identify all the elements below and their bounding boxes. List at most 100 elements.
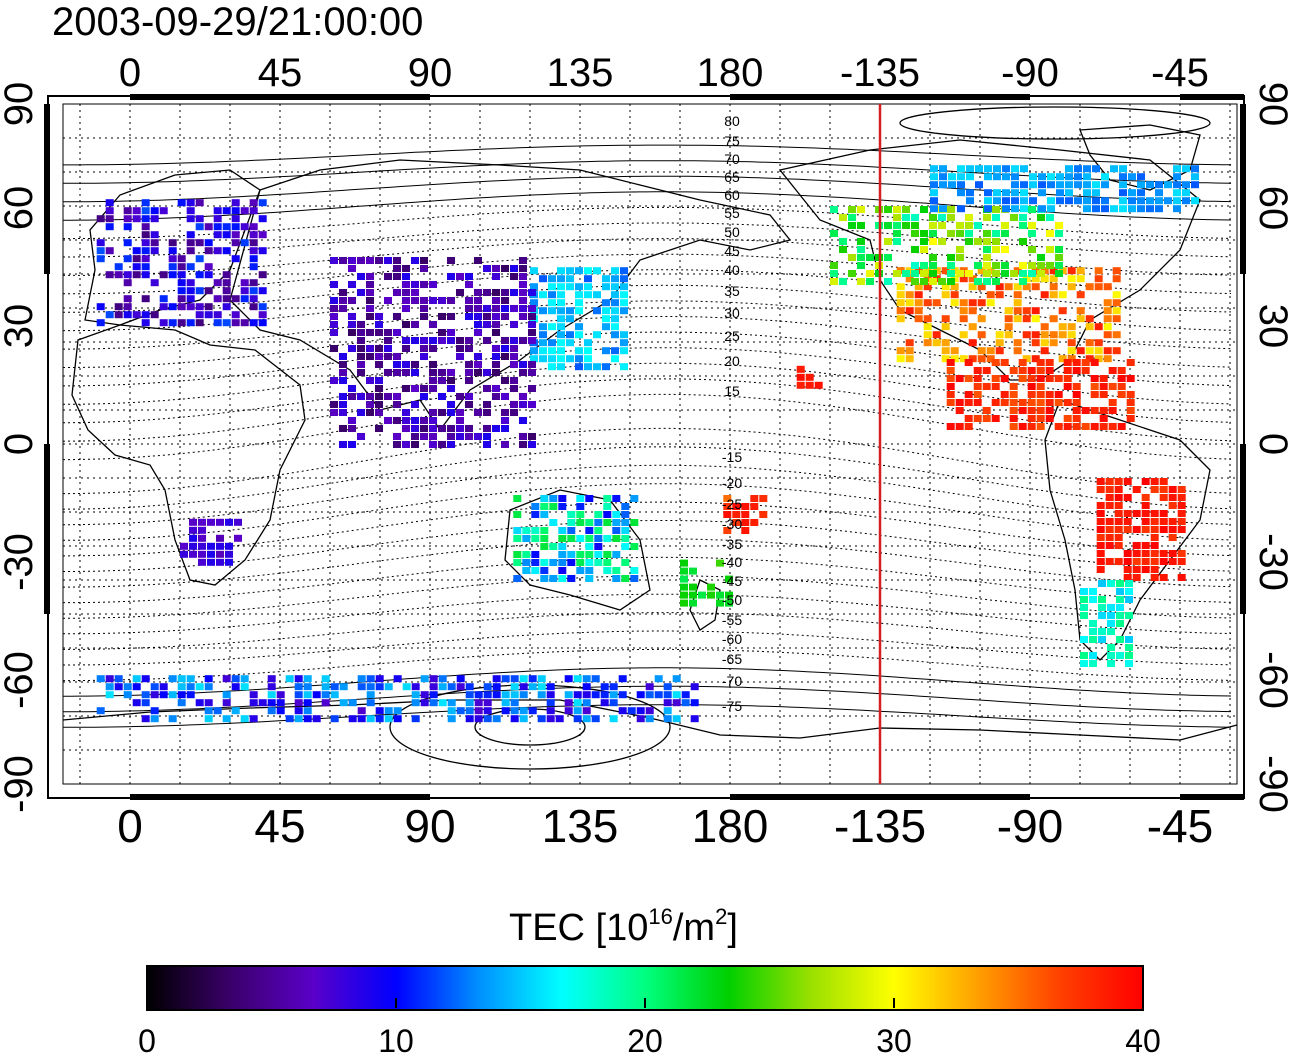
- tec-cell: [1067, 331, 1076, 339]
- tec-cell: [1126, 407, 1135, 414]
- tec-cell: [402, 289, 410, 296]
- tec-cell: [620, 267, 628, 275]
- tec-cell: [204, 715, 213, 723]
- tec-cell: [357, 409, 365, 416]
- tec-cell: [339, 441, 347, 448]
- tec-cell: [1159, 558, 1168, 565]
- tec-cell: [240, 223, 249, 231]
- tec-cell: [384, 683, 393, 691]
- tec-cell: [213, 215, 222, 223]
- tec-cell: [528, 361, 536, 368]
- tec-cell: [1081, 359, 1090, 366]
- tec-cell: [920, 262, 928, 269]
- tec-cell: [621, 543, 630, 550]
- tec-cell: [1038, 181, 1046, 189]
- tec-cell: [1001, 222, 1009, 229]
- tec-cell: [576, 559, 585, 566]
- tec-cell: [348, 385, 356, 392]
- tec-cell: [620, 291, 628, 299]
- tec-cell: [1009, 391, 1018, 398]
- tec-cell: [557, 275, 565, 283]
- tec-cell: [537, 715, 546, 723]
- tec-cell: [510, 409, 518, 416]
- tec-cell: [600, 683, 609, 691]
- tec-cell: [964, 423, 973, 430]
- tec-cell: [540, 559, 549, 566]
- tec-cell: [1089, 596, 1097, 603]
- tec-cell: [593, 267, 601, 275]
- tec-cell: [991, 375, 1000, 382]
- tec-cell: [114, 683, 123, 691]
- tec-cell: [1132, 566, 1141, 573]
- tec-cell: [1096, 478, 1105, 485]
- tec-cell: [141, 215, 150, 223]
- tec-cell: [1049, 291, 1058, 299]
- tec-cell: [465, 393, 473, 400]
- tec-cell: [249, 223, 258, 231]
- tec-cell: [483, 715, 492, 723]
- tec-cell: [566, 315, 574, 323]
- tec-cell: [231, 707, 240, 715]
- tec-cell: [114, 263, 123, 271]
- tec-cell: [222, 699, 231, 707]
- tec-cell: [231, 311, 240, 319]
- tec-cell: [531, 567, 540, 574]
- tec-cell: [198, 558, 206, 566]
- tec-cell: [896, 283, 905, 291]
- tec-cell: [955, 423, 964, 430]
- tec-cell: [222, 295, 231, 303]
- tec-cell: [1119, 189, 1127, 197]
- tec-cell: [680, 583, 688, 591]
- tec-cell: [1128, 197, 1136, 205]
- tec-cell: [1047, 181, 1055, 189]
- tec-cell: [339, 257, 347, 264]
- tec-cell: [857, 254, 865, 261]
- tec-cell: [216, 518, 224, 526]
- tec-cell: [186, 319, 195, 327]
- tec-cell: [968, 339, 977, 347]
- tec-cell: [492, 393, 500, 400]
- tec-cell: [548, 347, 556, 355]
- tec-cell: [393, 417, 401, 424]
- tec-cell: [222, 207, 231, 215]
- tec-cell: [249, 691, 258, 699]
- tec-cell: [1076, 267, 1085, 275]
- tec-cell: [204, 303, 213, 311]
- colorbar: 0 10 20 30 40: [138, 965, 1161, 1057]
- tec-cell: [594, 519, 603, 526]
- tec-cell: [1164, 197, 1172, 205]
- tec-cell: [429, 683, 438, 691]
- tec-cell: [1177, 510, 1186, 517]
- tec-cell: [914, 291, 923, 299]
- tec-cell: [375, 377, 383, 384]
- tec-cell: [1045, 415, 1054, 422]
- tec-cell: [1002, 189, 1010, 197]
- tec-cell: [213, 231, 222, 239]
- tec-cell: [593, 291, 601, 299]
- tec-cell: [483, 337, 491, 344]
- tec-cell: [959, 315, 968, 323]
- contour-label: 15: [724, 383, 740, 399]
- tec-cell: [957, 173, 965, 181]
- tec-cell: [830, 278, 838, 285]
- tec-cell: [1067, 283, 1076, 291]
- tec-cell: [384, 337, 392, 344]
- tec-cell: [1000, 375, 1009, 382]
- tec-cell: [141, 715, 150, 723]
- tec-cell: [575, 331, 583, 339]
- tec-cell: [1103, 283, 1112, 291]
- tec-cell: [920, 230, 928, 237]
- tec-cell: [582, 715, 591, 723]
- tec-cell: [984, 189, 992, 197]
- tec-cell: [213, 207, 222, 215]
- tec-cell: [510, 265, 518, 272]
- tec-cell: [1002, 205, 1010, 213]
- tec-cell: [620, 275, 628, 283]
- tec-cell: [231, 215, 240, 223]
- tec-cell: [1055, 246, 1063, 253]
- tec-cell: [357, 707, 366, 715]
- tec-cell: [603, 503, 612, 510]
- tec-cell: [911, 278, 919, 285]
- tec-cell: [231, 199, 240, 207]
- tec-cell: [375, 313, 383, 320]
